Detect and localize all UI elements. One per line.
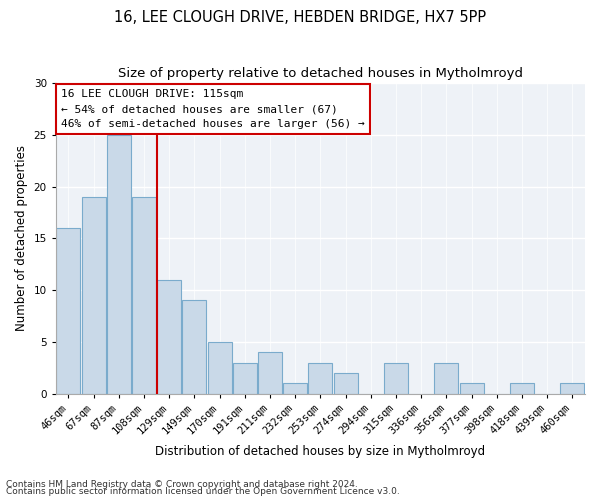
Bar xyxy=(460,383,484,394)
Bar xyxy=(283,383,307,394)
Y-axis label: Number of detached properties: Number of detached properties xyxy=(15,146,28,332)
Bar xyxy=(560,383,584,394)
Text: Contains HM Land Registry data © Crown copyright and database right 2024.: Contains HM Land Registry data © Crown c… xyxy=(6,480,358,489)
Bar xyxy=(434,362,458,394)
Text: 16, LEE CLOUGH DRIVE, HEBDEN BRIDGE, HX7 5PP: 16, LEE CLOUGH DRIVE, HEBDEN BRIDGE, HX7… xyxy=(114,10,486,25)
Bar xyxy=(233,362,257,394)
Bar xyxy=(308,362,332,394)
Bar xyxy=(182,300,206,394)
Bar xyxy=(258,352,282,394)
Bar xyxy=(82,197,106,394)
Bar xyxy=(132,197,156,394)
Text: Contains public sector information licensed under the Open Government Licence v3: Contains public sector information licen… xyxy=(6,487,400,496)
Bar xyxy=(334,373,358,394)
Bar xyxy=(384,362,408,394)
Bar xyxy=(107,135,131,394)
Bar xyxy=(157,280,181,394)
Bar xyxy=(208,342,232,394)
Text: 16 LEE CLOUGH DRIVE: 115sqm
← 54% of detached houses are smaller (67)
46% of sem: 16 LEE CLOUGH DRIVE: 115sqm ← 54% of det… xyxy=(61,90,365,129)
X-axis label: Distribution of detached houses by size in Mytholmroyd: Distribution of detached houses by size … xyxy=(155,444,485,458)
Bar xyxy=(56,228,80,394)
Title: Size of property relative to detached houses in Mytholmroyd: Size of property relative to detached ho… xyxy=(118,68,523,80)
Bar xyxy=(510,383,534,394)
